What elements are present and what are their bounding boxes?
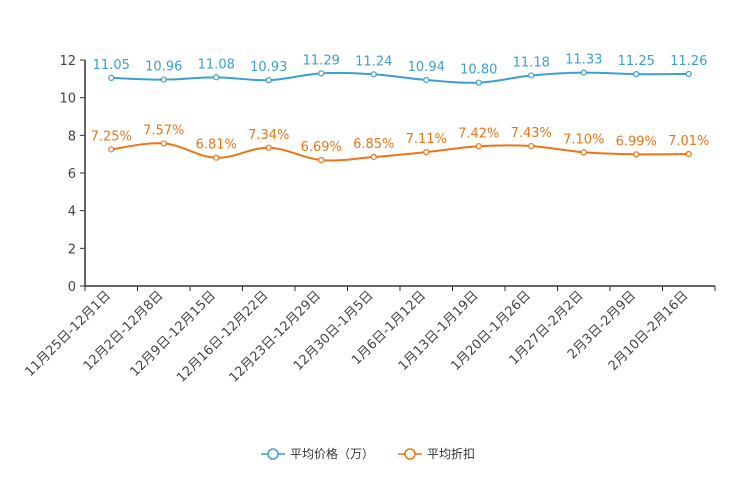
data-point: [633, 71, 640, 78]
data-label: 6.85%: [353, 137, 394, 152]
data-label: 7.57%: [143, 123, 184, 138]
data-point: [475, 143, 482, 150]
legend-item-discount[interactable]: 平均折扣: [398, 446, 475, 461]
legend-price-marker-icon: [267, 448, 279, 460]
data-point: [528, 72, 535, 79]
data-label: 7.42%: [458, 126, 499, 141]
data-point: [213, 74, 220, 81]
legend-price-label: 平均价格（万）: [290, 446, 374, 461]
data-point: [318, 70, 325, 77]
data-label: 10.80: [460, 63, 497, 78]
data-label: 11.05: [93, 58, 130, 73]
data-label: 11.24: [355, 54, 392, 69]
data-label: 7.43%: [511, 126, 552, 141]
data-point: [685, 150, 692, 158]
y-tick-label: 12: [59, 54, 76, 69]
data-label: 6.99%: [616, 134, 657, 149]
data-label: 11.25: [618, 54, 655, 69]
legend-discount-marker-icon: [404, 448, 416, 460]
legend-discount-label: 平均折扣: [427, 446, 475, 461]
data-point: [423, 148, 430, 156]
data-point: [108, 74, 115, 81]
data-point: [685, 70, 692, 78]
x-tick-label: 12月16日-12月22日: [174, 288, 271, 385]
data-point: [160, 76, 167, 83]
data-label: 11.26: [670, 54, 707, 69]
data-label: 11.33: [565, 53, 602, 68]
legend-item-price[interactable]: 平均价格（万）: [261, 446, 374, 461]
data-point: [370, 153, 377, 161]
data-point: [108, 146, 115, 153]
data-point: [580, 149, 587, 156]
data-label: 7.01%: [668, 134, 709, 149]
data-label: 10.93: [250, 60, 287, 75]
x-tick-label: 12月23日-12月29日: [227, 288, 324, 385]
y-tick-label: 2: [68, 242, 76, 257]
data-label: 7.25%: [91, 129, 132, 144]
data-label: 7.10%: [563, 132, 604, 147]
data-point: [528, 142, 535, 150]
data-point: [160, 140, 167, 147]
data-labels: 11.05 10.96 11.08 10.93 11.29 11.24 10.94 10.80…: [91, 53, 710, 155]
y-tick-label: 4: [68, 205, 76, 220]
data-point: [633, 151, 640, 158]
series-line-1: [111, 142, 689, 162]
data-label: 10.96: [145, 60, 182, 75]
y-tick-label: 10: [59, 92, 76, 107]
data-point: [580, 69, 587, 76]
axes: 02468101211月25日-12月1日12月2日-12月8日12月9日-12…: [22, 54, 716, 386]
data-label: 11.29: [303, 53, 340, 68]
series-layer: [108, 69, 692, 164]
series-line-0: [111, 71, 689, 84]
data-point: [265, 144, 272, 151]
x-tick-label: 11月25日-12月1日: [22, 288, 114, 380]
data-point: [475, 79, 482, 86]
data-label: 7.11%: [406, 132, 447, 147]
data-label: 6.69%: [301, 140, 342, 155]
y-tick-label: 8: [68, 129, 76, 144]
data-label: 6.81%: [196, 138, 237, 153]
data-point: [213, 154, 220, 161]
data-label: 11.08: [198, 57, 235, 72]
data-label: 7.34%: [248, 128, 289, 143]
data-point: [370, 71, 377, 78]
data-label: 10.94: [408, 60, 445, 75]
data-label: 11.18: [513, 55, 550, 70]
data-point: [423, 76, 430, 84]
y-tick-label: 6: [68, 167, 76, 182]
legend: 平均价格（万） 平均折扣: [261, 446, 475, 461]
data-point: [265, 77, 272, 84]
data-point: [318, 156, 325, 164]
y-tick-label: 0: [68, 280, 76, 295]
